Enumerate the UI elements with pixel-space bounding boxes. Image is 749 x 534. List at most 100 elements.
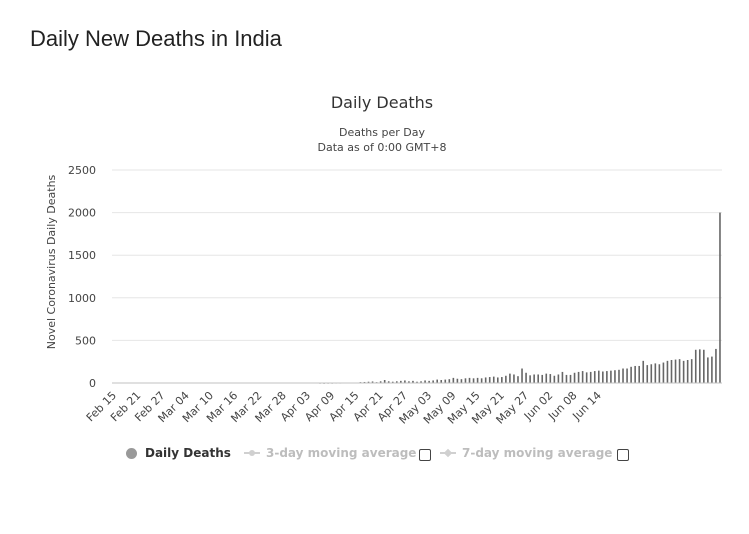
bar — [589, 371, 592, 383]
bar — [610, 370, 612, 383]
chart-title: Daily Deaths — [331, 93, 433, 112]
legend-marker-dot-icon — [126, 447, 137, 459]
bar — [602, 371, 604, 383]
bar — [585, 372, 588, 383]
bar — [391, 381, 394, 383]
checkbox-3day-average[interactable] — [419, 449, 431, 461]
legend-label-7day-average: 7-day moving average — [462, 446, 613, 460]
bar — [674, 359, 677, 383]
legend-item-7day-average[interactable]: 7-day moving average — [440, 446, 612, 460]
legend-label-3day-average: 3-day moving average — [266, 446, 417, 460]
bar — [593, 371, 596, 383]
bar — [456, 378, 459, 383]
bar — [569, 374, 572, 383]
bar — [549, 374, 552, 383]
bar — [666, 360, 669, 383]
bar — [678, 359, 681, 383]
bar — [529, 375, 531, 383]
bar — [545, 373, 548, 383]
bar — [690, 359, 693, 383]
legend-item-daily-deaths[interactable]: Daily Deaths — [126, 446, 231, 460]
bar — [509, 373, 511, 383]
bar — [363, 381, 366, 383]
bar — [488, 377, 491, 383]
bar — [533, 374, 535, 383]
bar — [440, 380, 443, 383]
bar — [638, 365, 640, 383]
bar — [371, 381, 374, 383]
bar — [577, 371, 580, 383]
chart-subtitle-line-1: Deaths per Day — [339, 126, 425, 139]
bar — [626, 368, 628, 383]
legend-item-3day-average[interactable]: 3-day moving average — [244, 446, 416, 460]
bar — [428, 380, 430, 383]
bar — [597, 370, 600, 383]
bar — [420, 381, 422, 383]
bar — [484, 377, 487, 383]
bar — [561, 371, 564, 383]
bar — [541, 374, 544, 383]
y-tick-label: 1500 — [68, 249, 96, 262]
bar — [537, 374, 539, 383]
bar — [396, 381, 398, 383]
bar — [513, 374, 515, 383]
bar — [472, 378, 475, 383]
bar — [606, 371, 608, 383]
bar — [383, 380, 386, 383]
bar — [517, 376, 519, 383]
bar — [448, 379, 451, 383]
bar — [505, 375, 507, 383]
y-tick-label: 0 — [89, 377, 96, 390]
bar — [480, 378, 483, 383]
bar — [703, 349, 705, 383]
bar — [642, 360, 645, 383]
bar — [630, 366, 632, 383]
bar — [521, 368, 523, 383]
bar — [618, 369, 620, 383]
bar — [662, 362, 665, 383]
bar — [367, 381, 370, 383]
bar — [416, 381, 418, 383]
chart-subtitle-line-2: Data as of 0:00 GMT+8 — [318, 141, 447, 154]
bar — [557, 374, 560, 383]
bar — [715, 348, 717, 383]
checkbox-7day-average[interactable] — [617, 449, 629, 461]
legend-marker-diamond-line-icon — [440, 448, 456, 458]
bar — [460, 379, 463, 383]
bar — [496, 377, 499, 383]
bar — [698, 349, 701, 383]
y-tick-label: 1000 — [68, 292, 96, 305]
y-tick-label: 2000 — [68, 207, 96, 220]
bar — [719, 212, 721, 383]
bar — [408, 381, 410, 383]
y-tick-label: 2500 — [68, 164, 96, 177]
bar — [694, 349, 697, 383]
bar — [501, 377, 503, 383]
bar — [492, 376, 495, 383]
bar — [387, 381, 390, 383]
bar — [614, 370, 616, 383]
bar — [424, 380, 426, 383]
daily-deaths-chart: Daily Deaths Deaths per Day Data as of 0… — [45, 93, 722, 427]
bar — [412, 380, 414, 383]
bar — [650, 364, 653, 383]
bar — [525, 372, 527, 383]
bar — [565, 374, 568, 383]
bar — [553, 375, 556, 383]
bar — [404, 380, 406, 383]
y-axis-label: Novel Coronavirus Daily Deaths — [45, 174, 58, 349]
bar — [452, 377, 455, 383]
bar — [573, 372, 576, 383]
bar — [622, 368, 624, 383]
y-tick-label: 500 — [75, 334, 96, 347]
bar — [476, 377, 479, 383]
bar — [432, 380, 434, 383]
bar — [658, 364, 661, 383]
bar — [646, 365, 649, 383]
bar — [654, 363, 657, 383]
bar — [444, 379, 447, 383]
bar — [379, 381, 382, 383]
grid-lines — [112, 169, 722, 341]
bar — [634, 365, 636, 383]
